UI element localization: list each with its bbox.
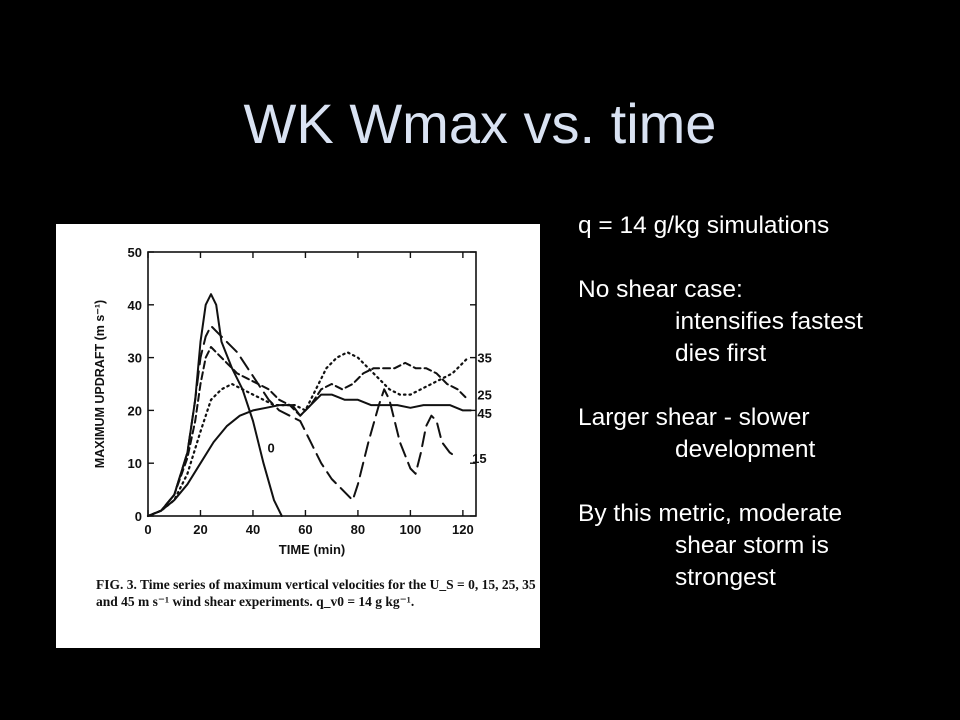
x-tick-label: 100 [400, 522, 422, 537]
figure-panel: 0 20 40 60 80 100 120 0 10 20 30 40 50 TIME (min) MAXI… [56, 224, 540, 648]
curve-label-15: 15 [472, 451, 486, 466]
x-tick-label: 60 [298, 522, 312, 537]
series-line-25 [147, 346, 470, 517]
updraft-chart: 0 20 40 60 80 100 120 0 10 20 30 40 50 TIME (min) MAXI… [93, 245, 492, 557]
curve-label-25: 25 [477, 388, 491, 403]
y-tick-label: 0 [135, 509, 142, 524]
notes-line-3: intensifies fastest [675, 308, 863, 335]
y-tick-label: 30 [128, 351, 142, 366]
notes-panel: q = 14 g/kg simulations No shear case: i… [578, 210, 948, 594]
y-tick-label: 40 [128, 298, 142, 313]
curve-label-0: 0 [267, 440, 274, 455]
series-line-35 [146, 351, 470, 518]
notes-line-2: No shear case: [578, 276, 743, 303]
curve-label-35: 35 [477, 351, 491, 366]
y-tick-label: 50 [128, 245, 142, 260]
series-line-0 [147, 293, 283, 517]
curve-label-45: 45 [477, 406, 491, 421]
series-line-15 [147, 324, 459, 517]
x-axis-label: TIME (min) [279, 542, 345, 557]
notes-line-1: q = 14 g/kg simulations [578, 212, 830, 239]
notes-line-8: shear storm is [675, 532, 829, 559]
y-axis-label: MAXIMUM UPDRAFT (m s⁻¹) [93, 300, 107, 468]
y-tick-label: 10 [128, 456, 142, 471]
y-tick-label: 20 [128, 403, 142, 418]
notes-line-5: Larger shear - slower [578, 404, 810, 431]
notes-line-7: By this metric, moderate [578, 500, 843, 527]
x-tick-label: 80 [351, 522, 365, 537]
series-line-45 [147, 393, 472, 517]
x-tick-label: 0 [144, 522, 151, 537]
notes-line-4: dies first [675, 340, 767, 367]
x-tick-label: 120 [452, 522, 474, 537]
figure-caption: FIG. 3. Time series of maximum vertical … [96, 577, 536, 609]
notes-line-6: development [675, 436, 816, 463]
plot-frame [147, 251, 477, 517]
x-tick-label: 40 [246, 522, 260, 537]
notes-line-9: strongest [675, 564, 776, 591]
slide-title: WK Wmax vs. time [243, 92, 717, 155]
x-tick-label: 20 [193, 522, 207, 537]
